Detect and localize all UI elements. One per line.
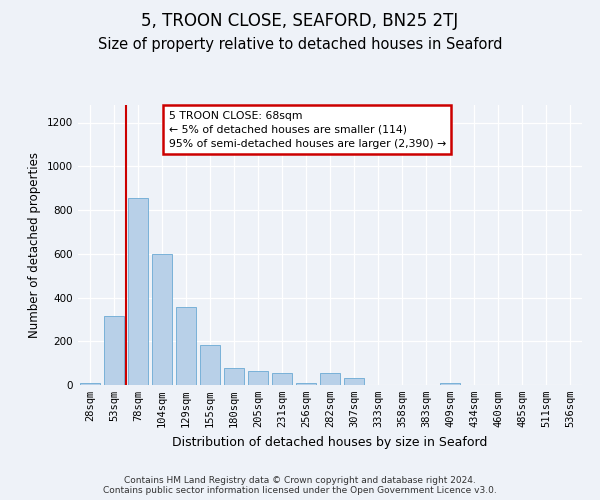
Y-axis label: Number of detached properties: Number of detached properties: [28, 152, 41, 338]
X-axis label: Distribution of detached houses by size in Seaford: Distribution of detached houses by size …: [172, 436, 488, 448]
Text: 5 TROON CLOSE: 68sqm
← 5% of detached houses are smaller (114)
95% of semi-detac: 5 TROON CLOSE: 68sqm ← 5% of detached ho…: [169, 110, 446, 148]
Bar: [200, 344, 220, 385]
Bar: [152, 254, 172, 385]
Bar: [104, 316, 124, 385]
Bar: [80, 383, 100, 385]
Bar: [440, 383, 460, 385]
Bar: [344, 378, 364, 385]
Bar: [320, 373, 340, 385]
Text: Size of property relative to detached houses in Seaford: Size of property relative to detached ho…: [98, 38, 502, 52]
Bar: [272, 373, 292, 385]
Bar: [176, 308, 196, 385]
Text: 5, TROON CLOSE, SEAFORD, BN25 2TJ: 5, TROON CLOSE, SEAFORD, BN25 2TJ: [142, 12, 458, 30]
Bar: [296, 383, 316, 385]
Bar: [248, 371, 268, 385]
Bar: [128, 198, 148, 385]
Bar: [224, 368, 244, 385]
Text: Contains HM Land Registry data © Crown copyright and database right 2024.
Contai: Contains HM Land Registry data © Crown c…: [103, 476, 497, 495]
